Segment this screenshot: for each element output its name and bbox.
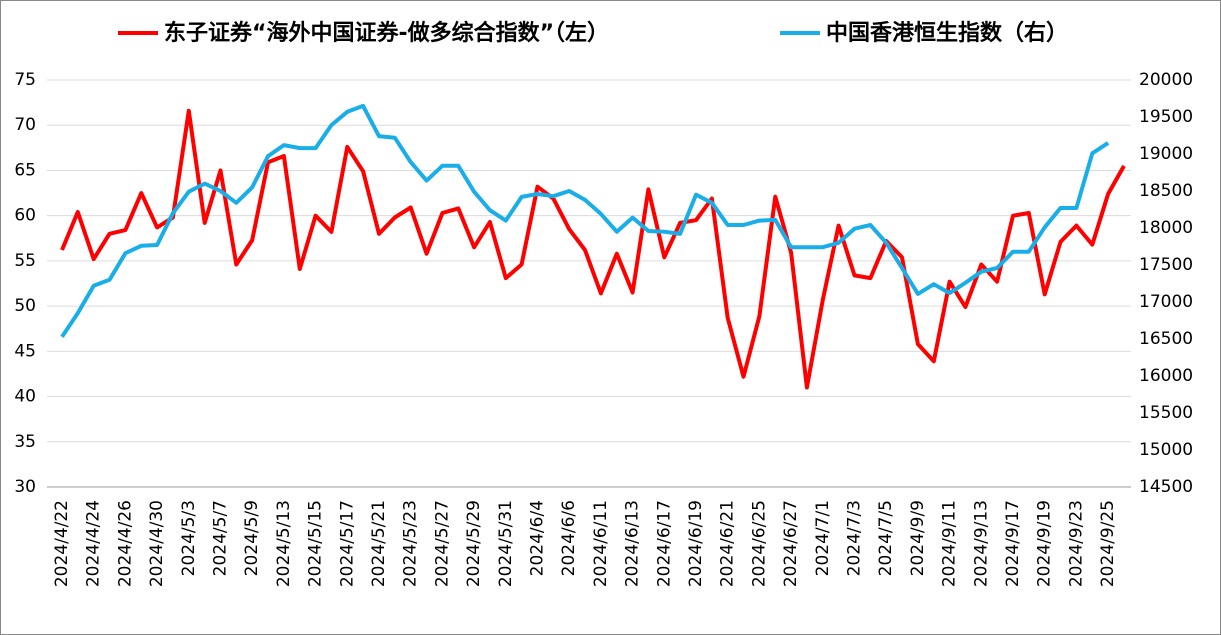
x-tick-label: 2024/6/11 (591, 500, 611, 587)
y2-tick-label: 19500 (1139, 107, 1193, 127)
x-tick-label: 2024/7/3 (845, 500, 865, 576)
x-tick-label: 2024/9/25 (1098, 500, 1118, 587)
x-tick-label: 2024/9/19 (1035, 500, 1055, 587)
x-tick-label: 2024/9/9 (908, 500, 928, 576)
y2-tick-label: 17500 (1139, 255, 1193, 275)
y-tick-label: 70 (14, 115, 36, 135)
y-tick-label: 40 (14, 387, 36, 407)
y-tick-label: 55 (14, 251, 36, 271)
x-tick-label: 2024/6/6 (559, 500, 579, 576)
x-tick-label: 2024/9/13 (971, 500, 991, 587)
x-tick-label: 2024/5/9 (242, 500, 262, 576)
legend-label: 中国香港恒生指数（右） (826, 20, 1068, 46)
x-tick-label: 2024/9/17 (1003, 500, 1023, 587)
y-tick-label: 65 (14, 160, 36, 180)
series-line (60, 108, 1126, 390)
x-tick-label: 2024/7/5 (876, 500, 896, 576)
x-tick-label: 2024/5/21 (369, 500, 389, 587)
x-tick-label: 2024/5/13 (274, 500, 294, 587)
x-tick-label: 2024/6/27 (781, 500, 801, 587)
y-tick-label: 50 (14, 296, 36, 316)
legend-label: 东子证券“海外中国证券-做多综合指数”（左） (164, 20, 609, 46)
y2-tick-label: 17000 (1139, 292, 1193, 312)
x-tick-label: 2024/5/29 (464, 500, 484, 587)
y2-tick-label: 16000 (1139, 366, 1193, 386)
x-tick-label: 2024/6/19 (686, 500, 706, 587)
y-tick-label: 30 (14, 477, 36, 497)
x-tick-label: 2024/5/27 (432, 500, 452, 587)
x-tick-label: 2024/9/11 (940, 500, 960, 587)
y-tick-label: 35 (14, 432, 36, 452)
x-tick-label: 2024/4/24 (84, 500, 104, 587)
y2-tick-label: 20000 (1139, 70, 1193, 90)
x-tick-label: 2024/7/1 (813, 500, 833, 576)
x-tick-label: 2024/6/21 (718, 500, 738, 587)
x-tick-label: 2024/6/25 (749, 500, 769, 587)
y2-tick-label: 18500 (1139, 181, 1193, 201)
y-tick-label: 60 (14, 206, 36, 226)
y2-tick-label: 14500 (1139, 477, 1193, 497)
x-tick-label: 2024/9/23 (1066, 500, 1086, 587)
x-tick-label: 2024/5/15 (306, 500, 326, 587)
y2-tick-label: 16500 (1139, 329, 1193, 349)
y2-tick-label: 15500 (1139, 403, 1193, 423)
x-tick-label: 2024/5/7 (211, 500, 231, 576)
y2-tick-label: 15000 (1139, 440, 1193, 460)
x-tick-label: 2024/5/3 (179, 500, 199, 576)
x-tick-label: 2024/4/26 (115, 500, 135, 587)
x-tick-label: 2024/4/22 (52, 500, 72, 587)
x-tick-label: 2024/5/17 (337, 500, 357, 587)
x-tick-label: 2024/5/23 (401, 500, 421, 587)
x-tick-label: 2024/6/17 (654, 500, 674, 587)
x-tick-label: 2024/5/31 (496, 500, 516, 587)
y2-tick-label: 18000 (1139, 218, 1193, 238)
y-tick-label: 75 (14, 70, 36, 90)
x-tick-label: 2024/6/13 (623, 500, 643, 587)
y-tick-label: 45 (14, 341, 36, 361)
y2-tick-label: 19000 (1139, 144, 1193, 164)
x-tick-label: 2024/6/4 (528, 500, 548, 576)
series-line (60, 103, 1110, 338)
x-tick-label: 2024/4/30 (147, 500, 167, 587)
